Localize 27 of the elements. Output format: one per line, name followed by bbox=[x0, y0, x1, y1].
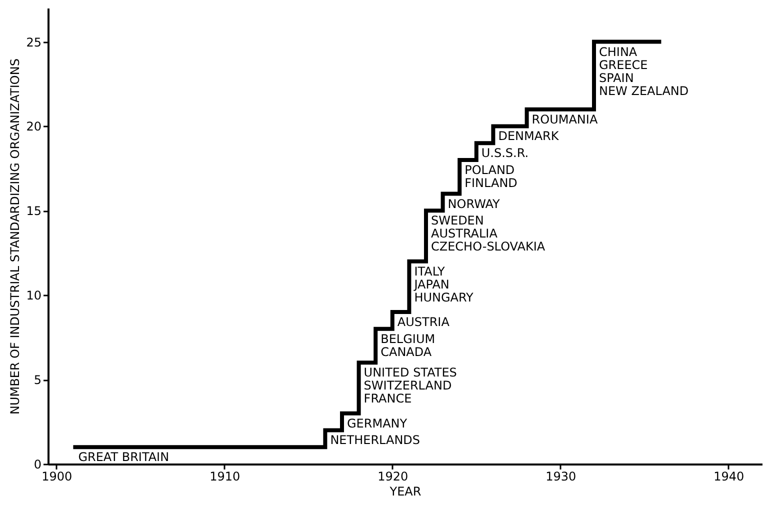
y-tick-label: 0 bbox=[34, 458, 42, 472]
annotation: AUSTRIA bbox=[397, 315, 450, 329]
annotation: POLAND FINLAND bbox=[464, 163, 518, 190]
annotation: GERMANY bbox=[347, 416, 408, 430]
annotation: ITALY JAPAN HUNGARY bbox=[413, 264, 474, 304]
x-tick-label: 1910 bbox=[210, 470, 240, 484]
annotation: NETHERLANDS bbox=[330, 433, 420, 448]
annotation: NORWAY bbox=[448, 196, 501, 211]
y-tick-label: 5 bbox=[34, 373, 42, 388]
annotation: ROUMANIA bbox=[532, 112, 598, 126]
y-tick-label: 25 bbox=[26, 35, 42, 50]
x-tick-label: 1930 bbox=[546, 470, 576, 484]
y-tick-label: 20 bbox=[26, 120, 42, 134]
annotation: U.S.S.R. bbox=[481, 146, 529, 160]
x-tick-label: 1920 bbox=[378, 470, 408, 484]
x-tick-label: 1900 bbox=[42, 470, 72, 484]
annotation: GREAT BRITAIN bbox=[78, 450, 170, 464]
y-tick-label: 15 bbox=[26, 204, 42, 218]
x-tick-label: 1940 bbox=[714, 470, 744, 484]
annotation: DENMARK bbox=[498, 129, 560, 144]
y-tick-label: 10 bbox=[26, 288, 42, 303]
annotation: CHINA GREECE SPAIN NEW ZEALAND bbox=[599, 44, 689, 98]
annotation: UNITED STATES SWITZERLAND FRANCE bbox=[364, 366, 457, 406]
annotation: BELGIUM CANADA bbox=[380, 332, 436, 359]
annotation: SWEDEN AUSTRALIA CZECHO-SLOVAKIA bbox=[431, 214, 546, 254]
x-axis-title: YEAR bbox=[388, 484, 422, 498]
y-axis-title: NUMBER OF INDUSTRIAL STANDARDIZING ORGANIZATIONS bbox=[8, 58, 22, 414]
